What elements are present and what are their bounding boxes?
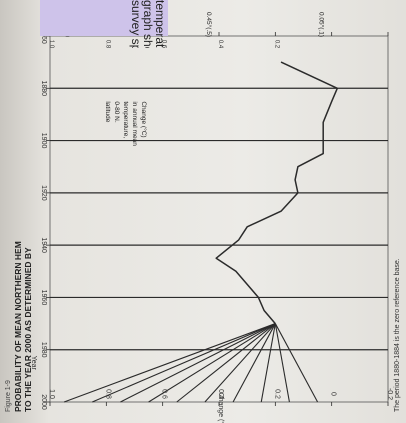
caption-line: temperatures to the year 2000. Th [153,0,166,48]
x-tick-label: 1900 [40,133,47,149]
projection-label: 0.45°(.5) [205,12,213,37]
legend-note-line: Change (°C) [140,101,148,137]
projection-line [260,323,276,403]
caption-box: temperatures to the year 2000. Th graph … [40,0,168,48]
projection-line [176,323,276,403]
right-tick-label: 1.0 [48,40,54,49]
y-tick-label: 0.2 [273,389,280,399]
x-tick-label: 2000 [40,394,47,410]
x-tick-label: 1860 [40,28,47,44]
right-tick-label: 0.6 [161,40,167,49]
x-tick-label: 1940 [40,237,47,253]
figure-label: Figure 1-9 [5,380,12,412]
projection-line [148,323,276,403]
caption-line: graph showing the results of the [141,0,155,48]
y-tick-label: 0.6 [161,389,168,399]
y-axis-title: Change (°C) [217,393,225,423]
figure-title-line: PROBABILITY OF MEAN NORTHERN HEM [13,241,23,412]
projection-line [274,323,319,403]
projection-line [120,323,276,403]
y-tick-label: 0 [330,392,337,396]
x-tick-label: 1960 [40,290,47,306]
y-tick-label: -0.2 [386,388,393,400]
y-tick-label: 1.0 [48,389,55,399]
legend-note-line: in annual mean [131,101,138,146]
caption-text: temperatures to the year 2000. Th graph … [44,0,166,48]
figure-footnote: The period 1880-1884 is the zero referen… [394,258,401,412]
x-tick-label: 1880 [40,80,47,96]
figure-title-line: TO THE YEAR 2000 AS DETERMINED BY [23,247,33,412]
projection-label: 0.05°(.1) [318,12,326,37]
projection-line [274,323,290,403]
projection-line [63,323,276,403]
caption-line: survey speaks for itself. [ 12] [129,0,143,48]
projection-line [232,323,276,403]
legend-note-line: temperature, [122,101,129,138]
plot-frame [49,35,389,403]
legend-note-line: 0-80 N. [113,101,120,123]
x-tick-label: 1920 [40,185,47,201]
right-tick-label: 0.4 [217,40,223,49]
legend-note-line: latitude [104,101,111,122]
projection-line [204,323,276,403]
right-tick-label: 0.2 [273,40,279,49]
right-tick-label: 0.8 [104,40,110,49]
projection-line [92,323,276,403]
x-tick-label: 1980 [40,342,47,358]
y-tick-label: 0.8 [104,389,111,399]
x-axis-title: Year [30,356,37,371]
observed-temperature-line [215,61,339,325]
y-tick-label: 0.4 [217,389,224,399]
